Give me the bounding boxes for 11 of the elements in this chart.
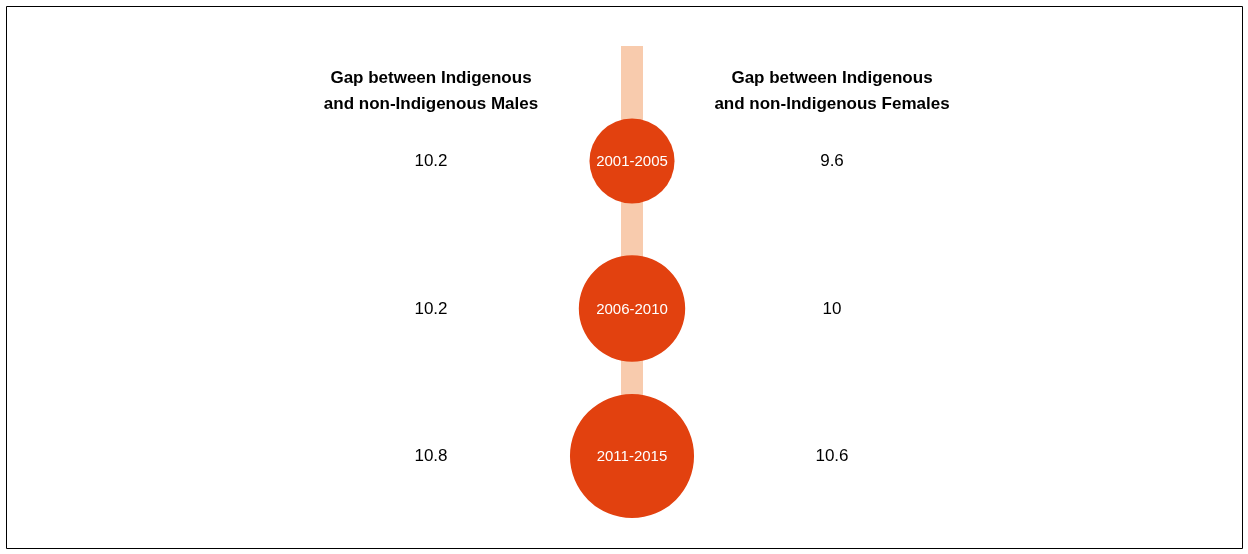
data-label: 10.2 [414, 151, 448, 170]
data-label: 10.6 [815, 446, 849, 465]
data-label: 10.8 [414, 446, 448, 465]
category-label: 2001-2005 [596, 152, 668, 169]
category-label: 2011-2015 [596, 447, 668, 464]
legend-label: Gap between Indigenous and non-Indigenous Males [323, 68, 539, 113]
data-label: 9.6 [820, 151, 844, 170]
category-label: 2006-2010 [596, 299, 668, 317]
data-label: 10 [822, 298, 842, 318]
legend-label: Gap between Indigenous and non-Indigenous Females [714, 68, 950, 113]
data-label: 10.2 [414, 298, 448, 318]
